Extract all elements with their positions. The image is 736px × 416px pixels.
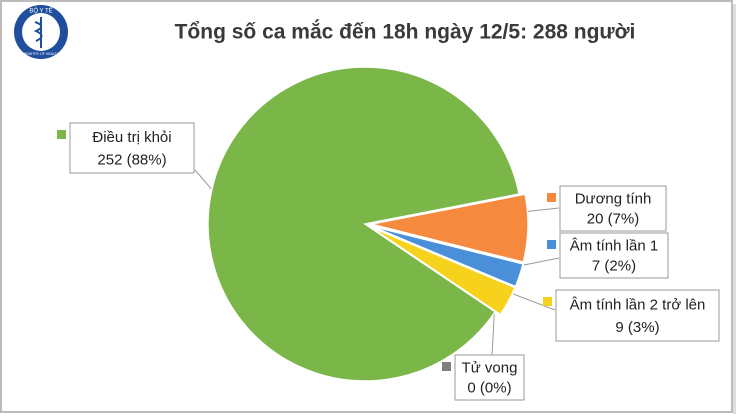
label-box xyxy=(559,185,667,232)
category-label: Âm tính lần 2 trở lên xyxy=(570,296,706,313)
leader-line xyxy=(523,257,560,266)
label-box xyxy=(454,354,525,401)
logo-bottom: MINISTRY OF HEALTH xyxy=(23,52,60,56)
category-label: Tử vong xyxy=(462,359,518,376)
chart-title: Tổng số ca mắc đến 18h ngày 12/5: 288 ng… xyxy=(175,20,636,44)
logo-top: BỘ Y TẾ xyxy=(29,8,52,15)
frame-shadow xyxy=(733,4,736,414)
value-label: 252 (88%) xyxy=(97,151,166,168)
legend-swatch xyxy=(57,130,66,139)
pie-slice xyxy=(370,193,529,264)
label-box xyxy=(69,122,195,174)
category-label: Dương tính xyxy=(575,190,652,207)
pie-slice xyxy=(207,66,520,382)
label-box xyxy=(555,289,720,342)
logo: BỘ Y TẾ MINISTRY OF HEALTH xyxy=(14,5,68,59)
leader-line xyxy=(507,291,556,311)
logo-snake xyxy=(33,21,43,42)
legend-swatch xyxy=(543,297,552,306)
pie-slice xyxy=(370,225,524,288)
value-label: 0 (0%) xyxy=(467,380,511,397)
legend-swatch xyxy=(547,193,556,202)
category-label: Âm tính lần 1 xyxy=(570,237,658,254)
value-label: 7 (2%) xyxy=(592,258,636,275)
pie-slice xyxy=(369,226,517,316)
leader-line xyxy=(194,169,215,193)
value-label: 9 (3%) xyxy=(615,319,659,336)
value-label: 20 (7%) xyxy=(587,211,640,228)
category-label: Điều trị khỏi xyxy=(92,129,171,146)
legend-swatch xyxy=(442,362,451,371)
legend-swatch xyxy=(547,240,556,249)
label-box xyxy=(559,232,669,279)
